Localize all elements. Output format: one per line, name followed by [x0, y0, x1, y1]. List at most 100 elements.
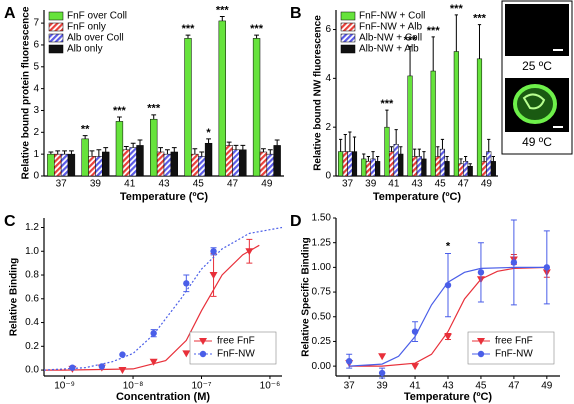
- bar: [463, 161, 469, 177]
- legend-marker: [199, 338, 207, 345]
- x-tick-label: 37: [342, 179, 354, 190]
- significance: ***: [473, 13, 487, 25]
- significance: *: [206, 127, 211, 139]
- error-bar: [55, 150, 61, 155]
- y-tick-label: 7: [33, 18, 39, 29]
- x-tick-label: 41: [388, 179, 400, 190]
- y-tick-label: 1.25: [312, 237, 332, 248]
- fit-curve: [349, 266, 547, 367]
- legend-label: FnF only: [67, 22, 106, 33]
- legend-swatch: [340, 33, 356, 43]
- legend-box: [467, 331, 555, 365]
- bar: [81, 138, 89, 177]
- error-bar: [274, 139, 280, 146]
- x-tick-label: 49: [261, 179, 273, 190]
- bar: [458, 163, 464, 177]
- error-bar: [366, 155, 371, 162]
- error-bar: [254, 34, 259, 39]
- x-tick-label: 39: [377, 381, 389, 392]
- significance: ***: [380, 98, 394, 110]
- panel-label: D: [290, 213, 302, 230]
- bar: [486, 151, 492, 177]
- error-bar: [137, 139, 143, 146]
- point: [150, 330, 157, 337]
- error-bar: [96, 149, 102, 157]
- legend-label: Alb only: [67, 44, 103, 55]
- error-bar: [408, 46, 412, 76]
- y-axis-label: Relative bound NW fluorescence: [313, 15, 324, 171]
- error-bar: [185, 34, 191, 39]
- point: [149, 358, 158, 366]
- bar: [393, 144, 399, 177]
- error-bar: [491, 155, 495, 162]
- y-tick-label: 1: [33, 149, 39, 160]
- error-bar: [103, 147, 109, 152]
- legend-marker: [477, 350, 485, 358]
- bar: [416, 156, 422, 177]
- y-tick-label: 0.0: [25, 365, 39, 376]
- error-bar: [445, 155, 449, 162]
- point: [209, 272, 218, 280]
- legend-label: free FnF: [217, 336, 255, 347]
- legend-label: FnF-NW: [495, 349, 533, 360]
- significance: ***: [427, 25, 441, 37]
- bar: [407, 75, 413, 177]
- point: [245, 248, 254, 256]
- bar: [453, 51, 459, 177]
- x-axis-label: Temperature (ºC): [373, 191, 461, 203]
- legend-label: Alb over Coll: [67, 33, 124, 44]
- bar: [421, 158, 427, 177]
- bar: [88, 156, 96, 177]
- x-tick-label: 45: [435, 179, 447, 190]
- bar: [184, 38, 192, 177]
- legend-label: free FnF: [495, 336, 533, 347]
- error-bar: [348, 131, 352, 152]
- y-tick-label: 0.8: [25, 270, 39, 281]
- bar: [476, 58, 483, 177]
- x-tick-label: 41: [124, 179, 136, 190]
- inset-label: 25 ºC: [522, 59, 552, 73]
- x-tick-label: 45: [193, 179, 205, 190]
- bar: [398, 153, 404, 177]
- error-bar: [454, 14, 458, 52]
- significance: *: [446, 240, 451, 252]
- y-tick-label: 6: [325, 24, 331, 35]
- y-tick-label: 5: [33, 61, 39, 72]
- legend-label: FnF-NW + Coll: [359, 11, 425, 22]
- error-bar: [117, 116, 122, 122]
- y-axis-label: Relative Specific Binding: [301, 237, 312, 356]
- legend-marker: [199, 350, 207, 358]
- bar: [54, 153, 62, 177]
- error-bar: [151, 114, 157, 120]
- legend-swatch: [48, 11, 64, 21]
- y-tick-label: 0.00: [312, 361, 332, 372]
- bar: [444, 161, 450, 177]
- bar: [122, 149, 130, 177]
- legend-swatch: [340, 11, 356, 21]
- y-tick-label: 2: [325, 122, 331, 133]
- bar: [156, 151, 165, 177]
- legend-label: Alb-NW + Coll: [359, 33, 422, 44]
- legend-label: Alb-NW + Alb: [359, 44, 419, 55]
- point: [118, 367, 127, 375]
- bar: [467, 165, 473, 177]
- legend-swatch: [48, 22, 64, 32]
- y-tick-label: 1.00: [312, 262, 332, 273]
- point: [183, 280, 190, 287]
- panel-label: A: [4, 5, 16, 22]
- error-bar: [192, 148, 198, 155]
- legend-label: FnF-NW + Alb: [359, 22, 423, 33]
- bar: [412, 156, 418, 177]
- x-tick-label: 49: [541, 381, 553, 392]
- bar: [218, 20, 226, 177]
- bar: [338, 151, 344, 177]
- point: [411, 328, 419, 335]
- y-tick-label: 0: [33, 171, 39, 182]
- error-bar: [206, 138, 211, 144]
- error-bar: [199, 151, 205, 157]
- bar: [439, 148, 446, 177]
- y-tick-label: 0.50: [312, 311, 332, 322]
- x-tick-label: 10⁻⁷: [191, 381, 211, 392]
- error-bar: [417, 148, 421, 157]
